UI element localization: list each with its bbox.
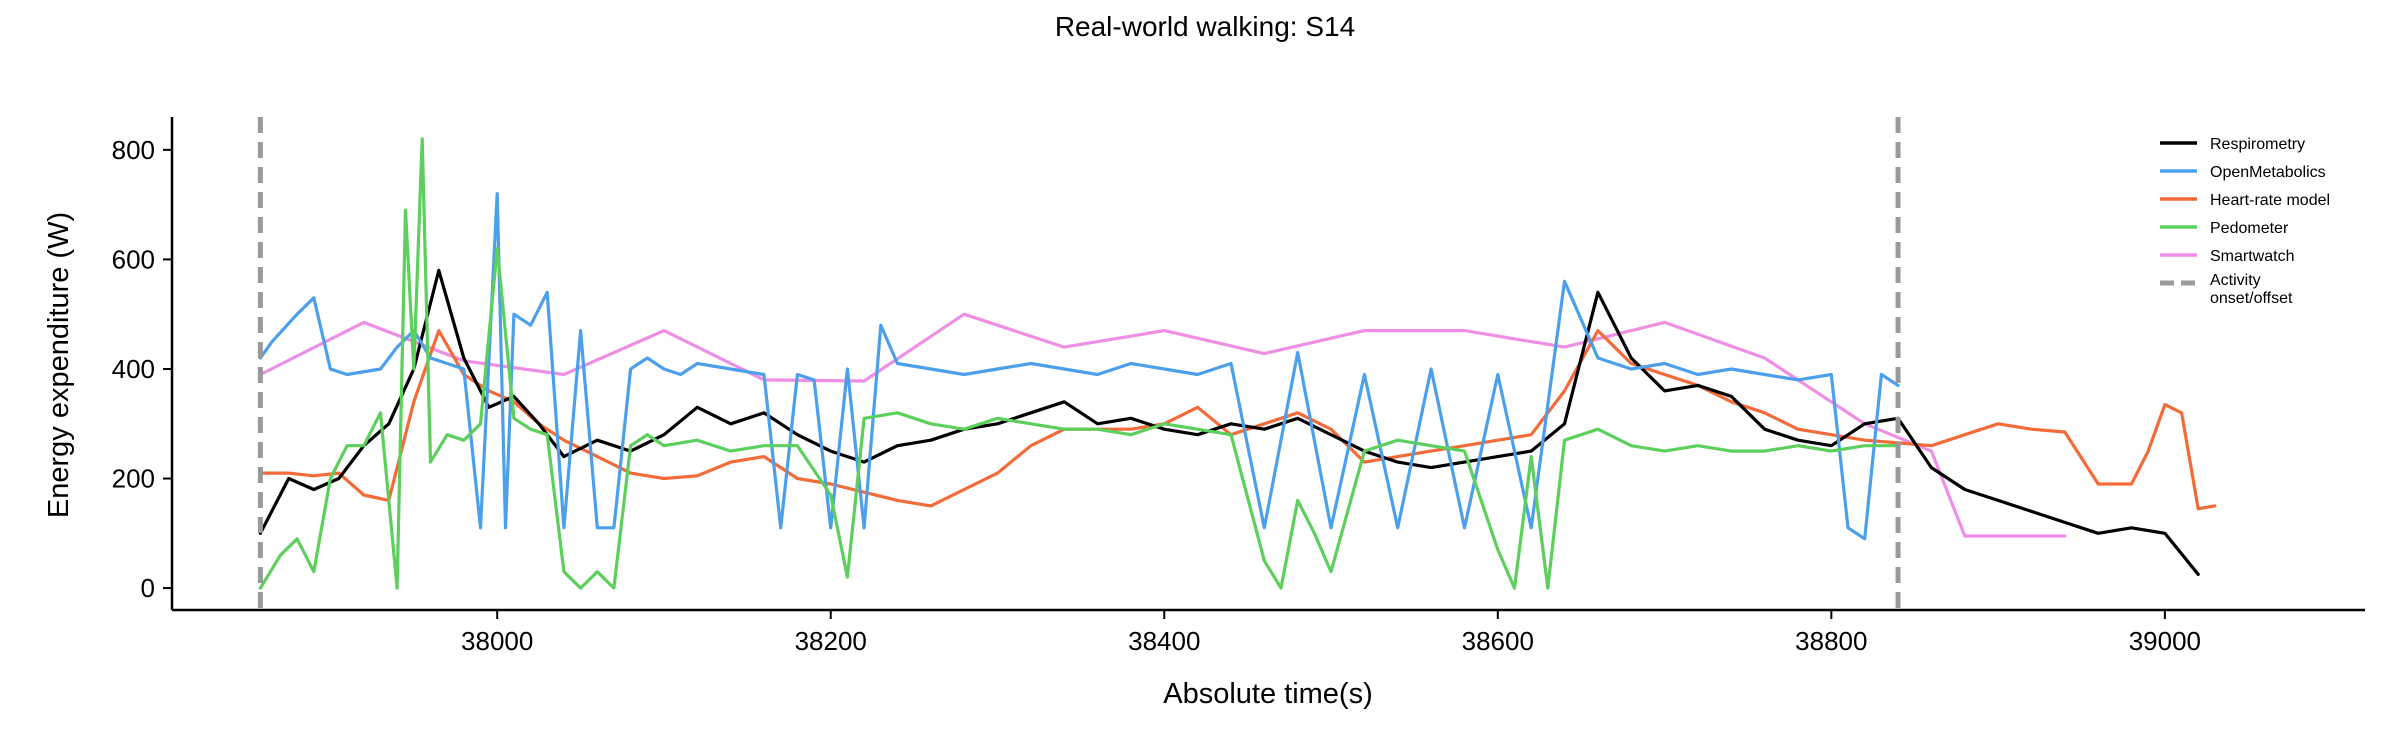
x-tick-label: 38200 — [795, 626, 867, 656]
x-axis-label: Absolute time(s) — [1163, 678, 1373, 710]
y-tick-label: 600 — [112, 244, 155, 274]
y-tick-label: 400 — [112, 354, 155, 384]
x-tick-label: 39000 — [2129, 626, 2201, 656]
activity-onset-offset-lines — [257, 117, 1901, 610]
chart-title: Real-world walking: S14 — [1055, 11, 1355, 42]
x-tick-label: 38000 — [461, 626, 533, 656]
legend-entry-heart-rate-model: Heart-rate model — [2160, 192, 2330, 209]
legend-label: OpenMetabolics — [2210, 164, 2326, 181]
legend-entry-activity-onset-offset: Activity onset/offset — [2160, 272, 2293, 307]
legend-entry-pedometer: Pedometer — [2160, 220, 2289, 237]
legend-label: Smartwatch — [2210, 248, 2294, 265]
plot-area — [258, 137, 2217, 590]
series-line-smartwatch — [258, 312, 2067, 538]
series-line-pedometer — [258, 137, 1900, 590]
legend-entry-smartwatch: Smartwatch — [2160, 248, 2294, 265]
axes — [170, 117, 2365, 612]
legend-label: Pedometer — [2210, 220, 2289, 237]
y-axis-label: Energy expenditure (W) — [43, 212, 75, 518]
series-line-respirometry — [258, 268, 2200, 577]
legend-label: Activity onset/offset — [2210, 272, 2293, 307]
legend-entry-respirometry: Respirometry — [2160, 136, 2305, 153]
legend-label: Heart-rate model — [2210, 192, 2330, 209]
x-tick-label: 38800 — [1795, 626, 1867, 656]
legend-label: Respirometry — [2210, 136, 2305, 153]
x-axis-ticks: 38000 38200 38400 38600 38800 39000 — [461, 610, 2201, 656]
x-tick-label: 38600 — [1462, 626, 1534, 656]
legend: Respirometry OpenMetabolics Heart-rate mod… — [2160, 136, 2330, 307]
y-tick-label: 200 — [112, 464, 155, 494]
y-axis-ticks: 0 200 400 600 800 — [112, 135, 172, 603]
series-line-openmetabolics — [258, 192, 1900, 541]
legend-entry-openmetabolics: OpenMetabolics — [2160, 164, 2326, 181]
x-tick-label: 38400 — [1128, 626, 1200, 656]
y-tick-label: 0 — [141, 573, 155, 603]
y-tick-label: 800 — [112, 135, 155, 165]
